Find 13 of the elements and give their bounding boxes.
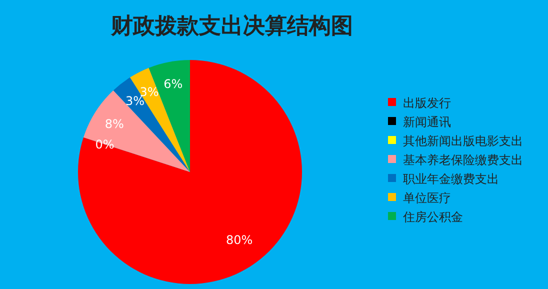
- data-label: 6%: [164, 76, 183, 91]
- pie-slice: [78, 60, 302, 284]
- data-label: 80%: [226, 232, 253, 247]
- data-label: 8%: [104, 116, 124, 131]
- chart-title: 财政拨款支出决算结构图: [110, 14, 353, 39]
- legend-label: 单位医疗: [403, 191, 451, 205]
- legend-label: 其他新闻出版电影支出: [403, 134, 523, 148]
- legend-label: 基本养老保险缴费支出: [403, 153, 523, 167]
- legend-label: 职业年金缴费支出: [403, 172, 499, 186]
- legend-label: 出版发行: [403, 96, 451, 110]
- legend-label: 新闻通讯: [403, 115, 451, 129]
- data-label: 3%: [126, 94, 145, 108]
- legend-label: 住房公积金: [402, 210, 463, 224]
